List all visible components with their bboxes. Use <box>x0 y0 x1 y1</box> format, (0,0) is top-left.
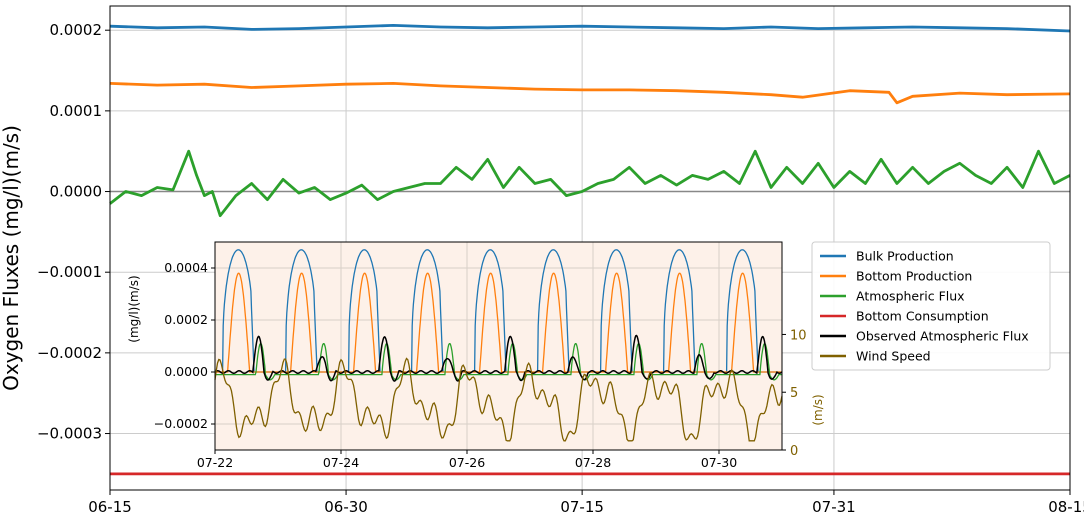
inset-y-tick-label: −0.0002 <box>154 416 208 431</box>
x-tick-label: 06-15 <box>88 498 132 516</box>
inset-atmospheric-flux-line <box>215 342 782 381</box>
series-line-bottom-production <box>109 82 1071 105</box>
inset-y2-tick-label: 10 <box>790 328 807 343</box>
inset-x-tick-label: 07-22 <box>197 455 233 470</box>
legend-label: Bottom Consumption <box>856 309 989 324</box>
inset-x-tick-label: 07-26 <box>449 455 485 470</box>
y-tick-label: −0.0002 <box>37 344 102 362</box>
inset-plot: 07-22 07-24 07-26 07-28 07-30 0.0004 0.0002 0.0… <box>154 241 807 470</box>
inset-y-tick-label: 0.0002 <box>164 312 208 327</box>
y-tick-label: 0.0001 <box>50 102 103 120</box>
legend-box <box>811 241 1051 371</box>
y-axis-label: Oxygen Fluxes (mg/l)(m/s) <box>0 125 23 391</box>
inset-bottom-production-line <box>215 272 782 373</box>
series-line-bulk-production <box>109 24 1071 33</box>
inset-frame <box>214 241 783 451</box>
y-tick-label: 0.0000 <box>50 183 103 201</box>
inset-x-tick-label: 07-24 <box>323 455 359 470</box>
inset-bulk-production-line <box>215 249 782 373</box>
x-tick-label: 08-15 <box>1048 498 1084 516</box>
y-tick-label: 0.0002 <box>50 21 103 39</box>
legend-label: Atmospheric Flux <box>856 289 965 304</box>
x-tick-label: 07-31 <box>812 498 856 516</box>
inset-y-tick-label: 0.0000 <box>164 364 208 379</box>
plot-frame <box>109 5 1071 491</box>
y-tick-label: −0.0003 <box>37 425 102 443</box>
legend: Bulk Production Bottom Production Atmosphe… <box>811 241 1051 371</box>
series-line-atmospheric-flux <box>109 149 1071 218</box>
inset-y2-axis-label: (m/s) <box>811 394 825 425</box>
inset-wind-speed-line <box>214 357 783 442</box>
inset-y2-tick-label: 0 <box>790 444 798 459</box>
inset-observed-flux-line <box>214 334 783 382</box>
inset-y-axis-label: (mg/l)(m/s) <box>127 275 141 342</box>
inset-x-tick-label: 07-28 <box>575 455 611 470</box>
legend-label: Bulk Production <box>856 249 954 264</box>
x-tick-label: 06-30 <box>324 498 368 516</box>
inset-y-tick-label: 0.0004 <box>164 260 208 275</box>
inset-x-tick-label: 07-30 <box>701 455 737 470</box>
y-tick-label: −0.0001 <box>37 263 102 281</box>
legend-label: Observed Atmospheric Flux <box>856 329 1029 344</box>
legend-label: Wind Speed <box>856 349 931 364</box>
x-tick-label: 07-15 <box>560 498 604 516</box>
legend-label: Bottom Production <box>856 269 972 284</box>
inset-y2-tick-label: 5 <box>790 386 798 401</box>
